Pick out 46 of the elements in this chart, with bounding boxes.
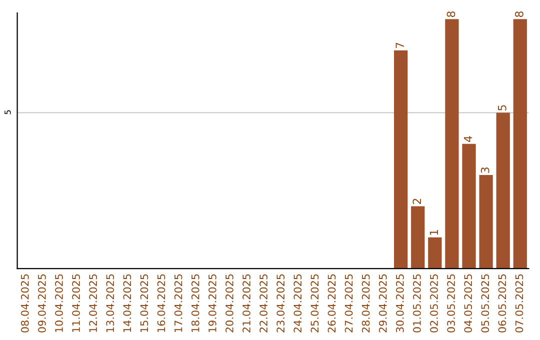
x-tick-label: 05.05.2025 (481, 274, 490, 332)
x-tick-label: 09.04.2025 (38, 274, 46, 332)
x-tick-label: 25.04.2025 (310, 274, 319, 332)
x-tick-label: 15.04.2025 (140, 274, 148, 332)
bar (479, 175, 493, 269)
bar (496, 112, 510, 269)
data-label: 8 (514, 11, 524, 18)
x-tick-label: 26.04.2025 (328, 274, 336, 332)
x-tick-label: 23.04.2025 (276, 274, 285, 332)
data-label: 3 (480, 167, 490, 173)
x-tick-label: 12.04.2025 (89, 274, 98, 332)
bar (394, 50, 408, 269)
x-tick-label: 11.04.2025 (72, 274, 80, 332)
x-tick-label: 28.04.2025 (362, 274, 370, 332)
x-tick-label: 04.05.2025 (464, 274, 472, 332)
x-tick-label: 10.04.2025 (55, 274, 63, 332)
x-tick-label: 16.04.2025 (157, 274, 166, 332)
bar (445, 19, 459, 269)
x-tick-label: 08.04.2025 (20, 274, 29, 332)
x-tick-label: 27.04.2025 (344, 274, 353, 332)
bar (462, 144, 476, 269)
x-tick-label: 18.04.2025 (191, 274, 200, 332)
x-tick-label: 24.04.2025 (294, 274, 302, 332)
data-label: 5 (498, 105, 506, 110)
x-tick-label: 17.04.2025 (174, 274, 182, 332)
data-label: 2 (412, 198, 421, 204)
data-label: 4 (464, 136, 472, 142)
x-tick-label: 30.04.2025 (396, 274, 404, 332)
x-tick-label: 19.04.2025 (208, 274, 216, 332)
x-tick-label: 02.05.2025 (430, 274, 438, 332)
x-tick-label: 06.05.2025 (498, 274, 506, 332)
x-tick-label: 01.05.2025 (413, 274, 421, 332)
x-tick-label: 14.04.2025 (123, 274, 132, 332)
bar (411, 206, 425, 269)
data-label: 7 (396, 42, 404, 48)
data-label: 8 (446, 11, 456, 18)
x-tick-label: 07.05.2025 (515, 274, 524, 332)
x-tick-label: 20.04.2025 (226, 274, 234, 332)
x-tick-label: 22.04.2025 (260, 274, 268, 332)
x-tick-label: 29.04.2025 (378, 274, 387, 332)
x-tick-label: 13.04.2025 (106, 274, 114, 332)
x-tick-label: 03.05.2025 (447, 274, 455, 332)
bar (513, 19, 527, 269)
x-tick-label: 21.04.2025 (242, 274, 250, 332)
data-label: 1 (430, 230, 438, 235)
bar (428, 237, 442, 269)
